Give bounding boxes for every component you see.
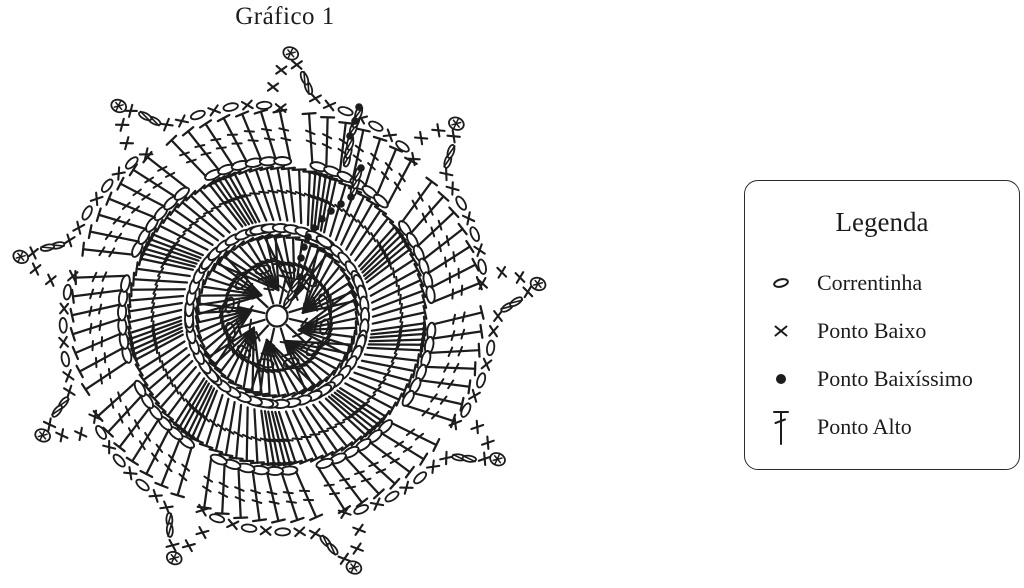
filled-dot-icon xyxy=(745,370,817,388)
crochet-motif-diagram xyxy=(12,46,547,575)
spiral-arm xyxy=(297,116,489,362)
x-cross-icon xyxy=(745,322,817,340)
chain-oval-icon xyxy=(745,274,817,292)
legend-item-label: Correntinha xyxy=(817,270,923,295)
spiral-arm xyxy=(110,98,339,299)
legend-item: Correntinha xyxy=(745,259,1019,307)
legend-item-label: Ponto Alto xyxy=(817,414,912,439)
legend-box: Legenda Correntinha Ponto Baixo xyxy=(744,180,1020,470)
legend-item-label: Ponto Baixíssimo xyxy=(817,366,973,391)
legend-item: Ponto Baixo xyxy=(745,307,1019,355)
legend-items: Correntinha Ponto Baixo Ponto Baixíssimo xyxy=(745,259,1019,451)
chart-title: Gráfico 1 xyxy=(235,3,335,30)
legend-item: Ponto Alto xyxy=(745,403,1019,451)
legend-title: Legenda xyxy=(835,207,929,237)
legend-item: Ponto Baixíssimo xyxy=(745,355,1019,403)
spiral-arm xyxy=(34,232,263,443)
tall-stitch-icon xyxy=(745,405,817,449)
closing-seam xyxy=(282,103,365,310)
legend-item-label: Ponto Baixo xyxy=(817,318,927,343)
